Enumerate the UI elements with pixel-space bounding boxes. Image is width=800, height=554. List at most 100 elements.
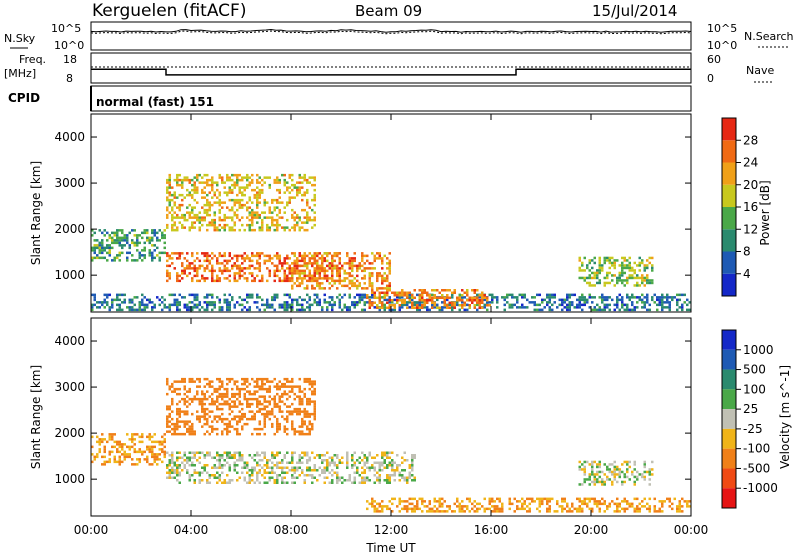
heatmap-cell <box>303 412 306 416</box>
heatmap-cell <box>566 303 569 307</box>
heatmap-cell <box>221 392 224 396</box>
heatmap-cell <box>153 433 156 436</box>
heatmap-cell <box>286 293 289 297</box>
heatmap-cell <box>223 293 226 297</box>
heatmap-cell <box>336 254 339 258</box>
heatmap-cell <box>138 308 141 312</box>
heatmap-cell <box>221 181 224 184</box>
heatmap-cell <box>388 272 391 275</box>
heatmap-cell <box>116 231 119 235</box>
heatmap-cell <box>151 301 154 304</box>
heatmap-cell <box>438 296 441 299</box>
heatmap-cell <box>251 415 254 418</box>
heatmap-cell <box>178 301 181 304</box>
heatmap-cell <box>336 287 339 290</box>
heatmap-cell <box>408 507 411 511</box>
heatmap-cell <box>273 198 276 202</box>
heatmap-cell <box>363 277 366 280</box>
heatmap-cell <box>173 193 176 197</box>
heatmap-cell <box>268 400 271 403</box>
heatmap-cell <box>578 266 581 270</box>
heatmap-cell <box>283 206 286 209</box>
heatmap-cell <box>416 502 419 506</box>
heatmap-cell <box>186 427 189 431</box>
heatmap-cell <box>381 464 384 467</box>
heatmap-cell <box>286 181 289 184</box>
heatmap-cell <box>386 306 389 309</box>
heatmap-cell <box>303 173 306 177</box>
heatmap-cell <box>168 469 171 472</box>
heatmap-cell <box>616 281 619 285</box>
heatmap-cell <box>303 191 306 194</box>
heatmap-cell <box>286 392 289 396</box>
heatmap-cell <box>366 259 369 263</box>
heatmap-cell <box>368 262 371 265</box>
heatmap-cell <box>448 505 451 508</box>
heatmap-cell <box>313 410 316 413</box>
heatmap-cell <box>308 380 311 383</box>
heatmap-cell <box>291 425 294 428</box>
heatmap-cell <box>228 308 231 312</box>
heatmap-cell <box>291 390 294 393</box>
heatmap-cell <box>196 459 199 462</box>
heatmap-cell <box>678 298 681 302</box>
heatmap-cell <box>168 173 171 177</box>
heatmap-cell <box>168 385 171 388</box>
heatmap-cell <box>601 470 604 474</box>
heatmap-cell <box>551 308 554 312</box>
heatmap-cell <box>241 308 244 312</box>
heatmap-cell <box>233 254 236 258</box>
heatmap-cell <box>621 279 624 282</box>
heatmap-cell <box>671 502 674 506</box>
heatmap-cell <box>613 274 616 277</box>
heatmap-cell <box>161 450 164 454</box>
heatmap-cell <box>391 308 394 312</box>
heatmap-cell <box>278 387 281 391</box>
heatmap-cell <box>656 296 659 299</box>
colorbar-swatch <box>722 184 736 207</box>
heatmap-cell <box>208 385 211 388</box>
heatmap-cell <box>378 481 381 484</box>
heatmap-cell <box>266 380 269 383</box>
heatmap-cell <box>301 425 304 428</box>
heatmap-cell <box>211 392 214 396</box>
heatmap-cell <box>211 425 214 428</box>
heatmap-cell <box>513 296 516 299</box>
heatmap-cell <box>243 466 246 469</box>
heatmap-cell <box>146 445 149 449</box>
heatmap-cell <box>463 301 466 304</box>
heatmap-cell <box>131 301 134 304</box>
heatmap-cell <box>246 471 249 474</box>
heatmap-cell <box>263 415 266 418</box>
heatmap-cell <box>208 223 211 227</box>
heatmap-cell <box>161 236 164 240</box>
heatmap-cell <box>391 469 394 472</box>
heatmap-cell <box>263 400 266 403</box>
heatmap-cell <box>136 241 139 245</box>
heatmap-cell <box>548 500 551 503</box>
heatmap-cell <box>113 256 116 260</box>
heatmap-cell <box>678 502 681 506</box>
heatmap-cell <box>641 473 644 476</box>
heatmap-cell <box>256 206 259 209</box>
heatmap-cell <box>408 502 411 506</box>
heatmap-cell <box>348 293 351 297</box>
heatmap-cell <box>593 271 596 275</box>
heatmap-cell <box>161 231 164 235</box>
heatmap-cell <box>203 377 206 381</box>
heatmap-cell <box>333 464 336 467</box>
heatmap-cell <box>333 254 336 258</box>
freq-label: Freq. <box>19 53 46 66</box>
heatmap-cell <box>618 279 621 282</box>
heatmap-cell <box>131 440 134 444</box>
heatmap-cell <box>601 497 604 501</box>
heatmap-cell <box>663 296 666 299</box>
heatmap-cell <box>408 296 411 299</box>
heatmap-cell <box>491 510 494 513</box>
heatmap-cell <box>518 293 521 297</box>
heatmap-cell <box>248 306 251 309</box>
heatmap-cell <box>166 471 169 474</box>
heatmap-cell <box>483 507 486 511</box>
heatmap-cell <box>598 465 601 469</box>
heatmap-cell <box>286 461 289 464</box>
